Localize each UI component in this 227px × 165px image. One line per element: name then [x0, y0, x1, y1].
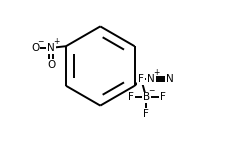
- Text: F: F: [143, 109, 149, 119]
- Text: O: O: [31, 43, 39, 53]
- Text: −: −: [148, 86, 155, 95]
- Text: N: N: [166, 74, 174, 84]
- Text: N: N: [47, 43, 55, 53]
- Text: F: F: [138, 74, 144, 84]
- Text: B: B: [143, 92, 150, 102]
- Text: +: +: [153, 68, 160, 77]
- Text: +: +: [53, 37, 60, 46]
- Text: F: F: [160, 92, 165, 102]
- Text: F: F: [128, 92, 134, 102]
- Text: N: N: [147, 74, 155, 84]
- Text: O: O: [47, 60, 55, 70]
- Text: −: −: [38, 37, 44, 46]
